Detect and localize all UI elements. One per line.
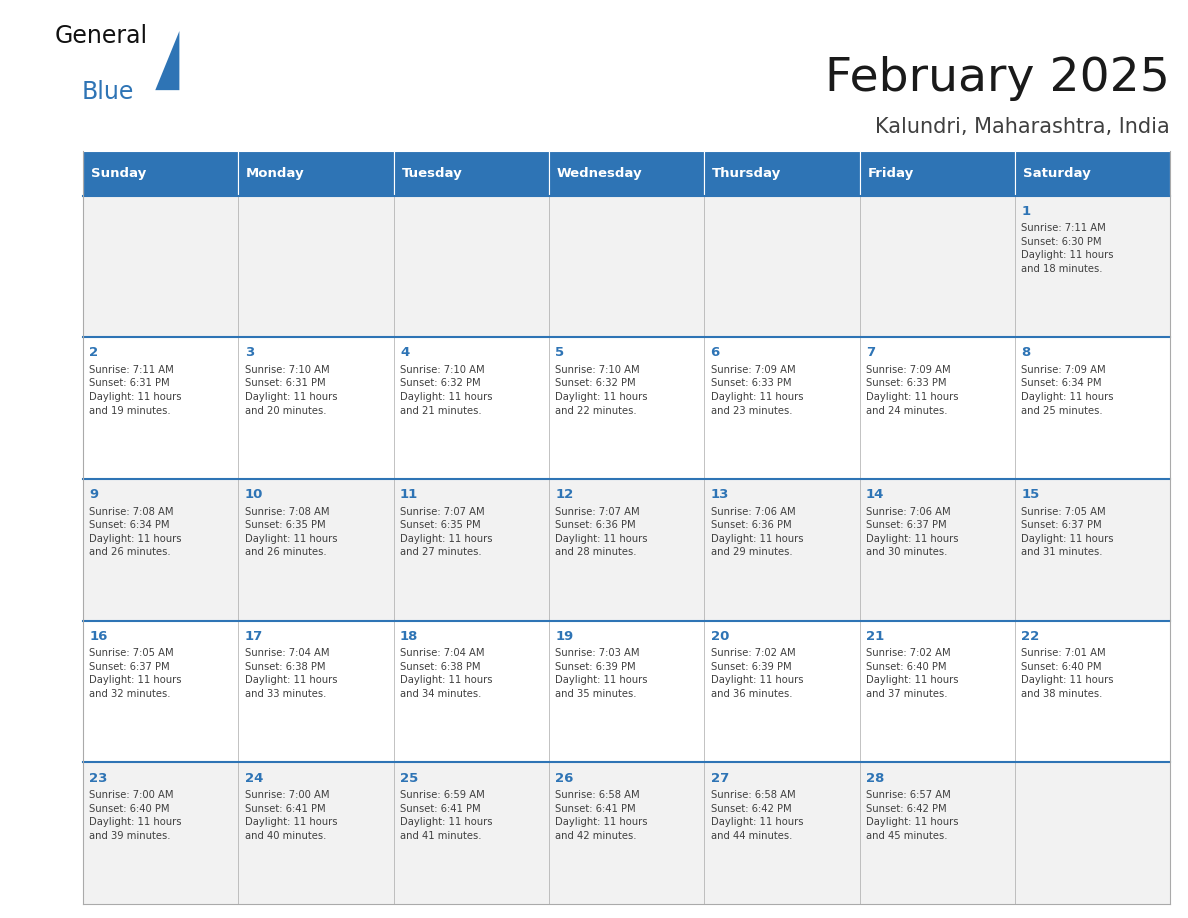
Text: Sunrise: 6:57 AM
Sunset: 6:42 PM
Daylight: 11 hours
and 45 minutes.: Sunrise: 6:57 AM Sunset: 6:42 PM Dayligh… bbox=[866, 790, 959, 841]
Text: Sunrise: 7:02 AM
Sunset: 6:39 PM
Daylight: 11 hours
and 36 minutes.: Sunrise: 7:02 AM Sunset: 6:39 PM Dayligh… bbox=[710, 648, 803, 700]
Text: Sunrise: 7:07 AM
Sunset: 6:36 PM
Daylight: 11 hours
and 28 minutes.: Sunrise: 7:07 AM Sunset: 6:36 PM Dayligh… bbox=[555, 507, 647, 557]
Text: Sunrise: 7:01 AM
Sunset: 6:40 PM
Daylight: 11 hours
and 38 minutes.: Sunrise: 7:01 AM Sunset: 6:40 PM Dayligh… bbox=[1022, 648, 1113, 700]
Text: Sunrise: 7:06 AM
Sunset: 6:36 PM
Daylight: 11 hours
and 29 minutes.: Sunrise: 7:06 AM Sunset: 6:36 PM Dayligh… bbox=[710, 507, 803, 557]
Text: Sunrise: 7:05 AM
Sunset: 6:37 PM
Daylight: 11 hours
and 32 minutes.: Sunrise: 7:05 AM Sunset: 6:37 PM Dayligh… bbox=[89, 648, 182, 700]
Text: 19: 19 bbox=[555, 630, 574, 643]
Text: General: General bbox=[55, 24, 147, 48]
Text: Sunrise: 7:09 AM
Sunset: 6:33 PM
Daylight: 11 hours
and 24 minutes.: Sunrise: 7:09 AM Sunset: 6:33 PM Dayligh… bbox=[866, 364, 959, 416]
Text: 21: 21 bbox=[866, 630, 884, 643]
Text: 14: 14 bbox=[866, 488, 884, 501]
Text: Sunrise: 7:11 AM
Sunset: 6:31 PM
Daylight: 11 hours
and 19 minutes.: Sunrise: 7:11 AM Sunset: 6:31 PM Dayligh… bbox=[89, 364, 182, 416]
Text: 16: 16 bbox=[89, 630, 108, 643]
Text: 20: 20 bbox=[710, 630, 729, 643]
Text: Sunrise: 7:11 AM
Sunset: 6:30 PM
Daylight: 11 hours
and 18 minutes.: Sunrise: 7:11 AM Sunset: 6:30 PM Dayligh… bbox=[1022, 223, 1113, 274]
Text: Kalundri, Maharashtra, India: Kalundri, Maharashtra, India bbox=[876, 117, 1170, 137]
Text: 5: 5 bbox=[555, 346, 564, 360]
Text: 28: 28 bbox=[866, 772, 884, 785]
Text: Thursday: Thursday bbox=[712, 167, 782, 180]
Text: Wednesday: Wednesday bbox=[557, 167, 643, 180]
Text: 2: 2 bbox=[89, 346, 99, 360]
Text: Sunrise: 7:09 AM
Sunset: 6:33 PM
Daylight: 11 hours
and 23 minutes.: Sunrise: 7:09 AM Sunset: 6:33 PM Dayligh… bbox=[710, 364, 803, 416]
Text: Sunrise: 7:02 AM
Sunset: 6:40 PM
Daylight: 11 hours
and 37 minutes.: Sunrise: 7:02 AM Sunset: 6:40 PM Dayligh… bbox=[866, 648, 959, 700]
Text: Sunrise: 7:07 AM
Sunset: 6:35 PM
Daylight: 11 hours
and 27 minutes.: Sunrise: 7:07 AM Sunset: 6:35 PM Dayligh… bbox=[400, 507, 493, 557]
Text: Sunrise: 6:58 AM
Sunset: 6:42 PM
Daylight: 11 hours
and 44 minutes.: Sunrise: 6:58 AM Sunset: 6:42 PM Dayligh… bbox=[710, 790, 803, 841]
Text: Sunrise: 7:10 AM
Sunset: 6:32 PM
Daylight: 11 hours
and 21 minutes.: Sunrise: 7:10 AM Sunset: 6:32 PM Dayligh… bbox=[400, 364, 493, 416]
Text: Sunday: Sunday bbox=[91, 167, 146, 180]
Text: 10: 10 bbox=[245, 488, 263, 501]
Text: Sunrise: 7:00 AM
Sunset: 6:40 PM
Daylight: 11 hours
and 39 minutes.: Sunrise: 7:00 AM Sunset: 6:40 PM Dayligh… bbox=[89, 790, 182, 841]
Text: 26: 26 bbox=[555, 772, 574, 785]
Text: Sunrise: 7:08 AM
Sunset: 6:35 PM
Daylight: 11 hours
and 26 minutes.: Sunrise: 7:08 AM Sunset: 6:35 PM Dayligh… bbox=[245, 507, 337, 557]
Text: 3: 3 bbox=[245, 346, 254, 360]
Text: 18: 18 bbox=[400, 630, 418, 643]
Text: 11: 11 bbox=[400, 488, 418, 501]
Text: Sunrise: 7:04 AM
Sunset: 6:38 PM
Daylight: 11 hours
and 34 minutes.: Sunrise: 7:04 AM Sunset: 6:38 PM Dayligh… bbox=[400, 648, 493, 700]
Text: Tuesday: Tuesday bbox=[402, 167, 462, 180]
Text: 25: 25 bbox=[400, 772, 418, 785]
Text: Blue: Blue bbox=[81, 80, 133, 104]
Text: 17: 17 bbox=[245, 630, 263, 643]
Text: Saturday: Saturday bbox=[1023, 167, 1091, 180]
Text: Sunrise: 7:00 AM
Sunset: 6:41 PM
Daylight: 11 hours
and 40 minutes.: Sunrise: 7:00 AM Sunset: 6:41 PM Dayligh… bbox=[245, 790, 337, 841]
Text: Sunrise: 7:04 AM
Sunset: 6:38 PM
Daylight: 11 hours
and 33 minutes.: Sunrise: 7:04 AM Sunset: 6:38 PM Dayligh… bbox=[245, 648, 337, 700]
Text: Sunrise: 6:58 AM
Sunset: 6:41 PM
Daylight: 11 hours
and 42 minutes.: Sunrise: 6:58 AM Sunset: 6:41 PM Dayligh… bbox=[555, 790, 647, 841]
Text: 7: 7 bbox=[866, 346, 874, 360]
Text: Sunrise: 7:03 AM
Sunset: 6:39 PM
Daylight: 11 hours
and 35 minutes.: Sunrise: 7:03 AM Sunset: 6:39 PM Dayligh… bbox=[555, 648, 647, 700]
Text: 9: 9 bbox=[89, 488, 99, 501]
Text: Friday: Friday bbox=[867, 167, 914, 180]
Text: 27: 27 bbox=[710, 772, 728, 785]
Text: 1: 1 bbox=[1022, 205, 1030, 218]
Text: Sunrise: 7:10 AM
Sunset: 6:31 PM
Daylight: 11 hours
and 20 minutes.: Sunrise: 7:10 AM Sunset: 6:31 PM Dayligh… bbox=[245, 364, 337, 416]
Text: 15: 15 bbox=[1022, 488, 1040, 501]
Text: 6: 6 bbox=[710, 346, 720, 360]
Text: Monday: Monday bbox=[246, 167, 305, 180]
Text: Sunrise: 7:06 AM
Sunset: 6:37 PM
Daylight: 11 hours
and 30 minutes.: Sunrise: 7:06 AM Sunset: 6:37 PM Dayligh… bbox=[866, 507, 959, 557]
Text: Sunrise: 7:10 AM
Sunset: 6:32 PM
Daylight: 11 hours
and 22 minutes.: Sunrise: 7:10 AM Sunset: 6:32 PM Dayligh… bbox=[555, 364, 647, 416]
Polygon shape bbox=[156, 31, 179, 90]
Text: 24: 24 bbox=[245, 772, 263, 785]
Text: 12: 12 bbox=[555, 488, 574, 501]
Text: 4: 4 bbox=[400, 346, 409, 360]
Text: Sunrise: 7:05 AM
Sunset: 6:37 PM
Daylight: 11 hours
and 31 minutes.: Sunrise: 7:05 AM Sunset: 6:37 PM Dayligh… bbox=[1022, 507, 1113, 557]
Text: 23: 23 bbox=[89, 772, 108, 785]
Text: 13: 13 bbox=[710, 488, 729, 501]
Text: 8: 8 bbox=[1022, 346, 1030, 360]
Text: Sunrise: 6:59 AM
Sunset: 6:41 PM
Daylight: 11 hours
and 41 minutes.: Sunrise: 6:59 AM Sunset: 6:41 PM Dayligh… bbox=[400, 790, 493, 841]
Text: Sunrise: 7:09 AM
Sunset: 6:34 PM
Daylight: 11 hours
and 25 minutes.: Sunrise: 7:09 AM Sunset: 6:34 PM Dayligh… bbox=[1022, 364, 1113, 416]
Text: February 2025: February 2025 bbox=[826, 55, 1170, 101]
Text: Sunrise: 7:08 AM
Sunset: 6:34 PM
Daylight: 11 hours
and 26 minutes.: Sunrise: 7:08 AM Sunset: 6:34 PM Dayligh… bbox=[89, 507, 182, 557]
Text: 22: 22 bbox=[1022, 630, 1040, 643]
